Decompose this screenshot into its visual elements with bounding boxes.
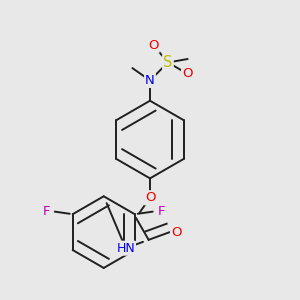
Text: HN: HN xyxy=(116,242,135,255)
Text: N: N xyxy=(145,74,155,87)
Text: O: O xyxy=(148,39,159,52)
Text: F: F xyxy=(43,205,50,218)
Text: O: O xyxy=(171,226,181,239)
Text: O: O xyxy=(145,191,155,204)
Text: O: O xyxy=(182,67,193,80)
Text: S: S xyxy=(163,55,172,70)
Text: F: F xyxy=(157,205,165,218)
